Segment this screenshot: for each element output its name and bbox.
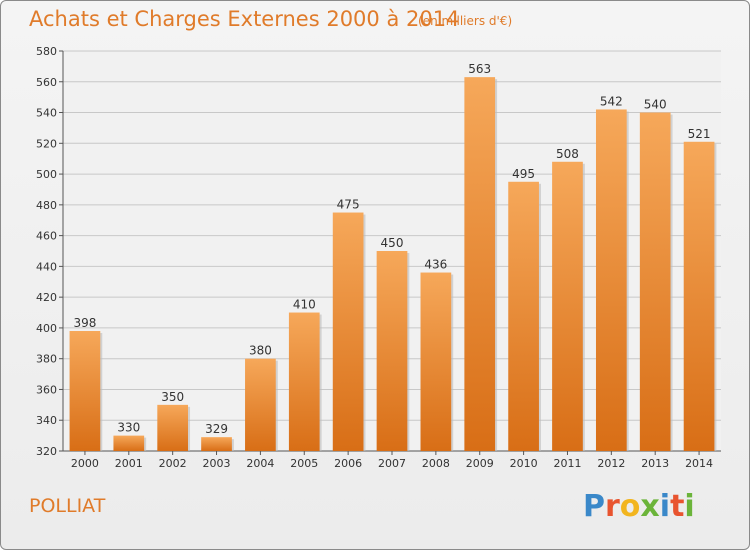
bar-2007: [376, 251, 408, 451]
bars: [69, 77, 717, 452]
bar-2009: [464, 77, 496, 452]
logo-letter: t: [670, 489, 685, 524]
x-tick-label-2004: 2004: [246, 457, 274, 470]
value-label-2011: 508: [556, 147, 579, 161]
y-tick-label: 540: [36, 107, 57, 120]
bar-2002: [157, 404, 189, 451]
bar-2005: [288, 312, 320, 451]
y-tick-label: 580: [36, 45, 57, 58]
chart-title: Achats et Charges Externes 2000 à 2014: [29, 7, 460, 31]
proxiti-logo[interactable]: Proxiti: [583, 489, 695, 524]
x-tick-label-2014: 2014: [685, 457, 713, 470]
x-tick-label-2008: 2008: [422, 457, 450, 470]
y-tick-label: 480: [36, 199, 57, 212]
y-tick-label: 420: [36, 291, 57, 304]
x-tick-label-2002: 2002: [159, 457, 187, 470]
bar-2004: [245, 358, 276, 451]
logo-letter: r: [605, 489, 620, 524]
bar-2012: [595, 109, 627, 451]
value-label-2006: 475: [337, 198, 360, 212]
bar-2011: [552, 161, 583, 451]
value-label-2002: 350: [161, 390, 184, 404]
value-label-2004: 380: [249, 344, 272, 358]
x-tick-label-2001: 2001: [115, 457, 143, 470]
logo-letter: o: [619, 489, 641, 524]
value-label-2012: 542: [600, 94, 623, 108]
bar-2014: [683, 141, 715, 451]
x-tick-label-2003: 2003: [203, 457, 231, 470]
y-tick-label: 500: [36, 168, 57, 181]
x-tick-label-2005: 2005: [290, 457, 318, 470]
y-tick-label: 320: [36, 445, 57, 458]
y-tick-label: 380: [36, 353, 57, 366]
bar-2001: [113, 435, 145, 451]
y-tick-label: 520: [36, 137, 57, 150]
value-label-2007: 450: [381, 236, 404, 250]
y-tick-label: 360: [36, 383, 57, 396]
bar-2006: [332, 212, 364, 451]
logo-letter: i: [684, 489, 695, 524]
bar-2000: [69, 331, 101, 451]
logo-letter: x: [640, 489, 660, 524]
x-tick-label-2009: 2009: [466, 457, 494, 470]
y-tick-label: 460: [36, 230, 57, 243]
value-label-2010: 495: [512, 167, 535, 181]
logo-letter: P: [583, 489, 605, 524]
data-labels: 398 330 350 329 380 410 475 450 436 563 495 508 542 5…: [73, 62, 710, 436]
x-tick-label-2010: 2010: [510, 457, 538, 470]
x-tick-label-2012: 2012: [597, 457, 625, 470]
y-tick-label: 560: [36, 76, 57, 89]
x-tick-label-2007: 2007: [378, 457, 406, 470]
logo-letter: i: [659, 489, 671, 524]
x-tick-label-2011: 2011: [553, 457, 581, 470]
value-label-2014: 521: [688, 127, 711, 141]
value-label-2008: 436: [424, 258, 447, 272]
x-tick-label-2006: 2006: [334, 457, 362, 470]
value-label-2003: 329: [205, 422, 228, 436]
x-tick-label-2000: 2000: [71, 457, 99, 470]
value-label-2000: 398: [73, 316, 96, 330]
bar-2003: [201, 437, 232, 451]
x-tick-label-2013: 2013: [641, 457, 669, 470]
commune-name: POLLIAT: [29, 495, 106, 517]
bar-2013: [639, 112, 671, 452]
value-label-2001: 330: [117, 421, 140, 435]
value-label-2013: 540: [644, 98, 667, 112]
bar-2010: [508, 181, 539, 451]
bar-2008: [420, 272, 452, 451]
chart-unit-note: (en milliers d'€): [418, 14, 513, 28]
value-label-2009: 563: [468, 62, 491, 76]
value-label-2005: 410: [293, 298, 316, 312]
y-tick-label: 440: [36, 260, 57, 273]
y-tick-label: 340: [36, 414, 57, 427]
y-tick-label: 400: [36, 322, 57, 335]
